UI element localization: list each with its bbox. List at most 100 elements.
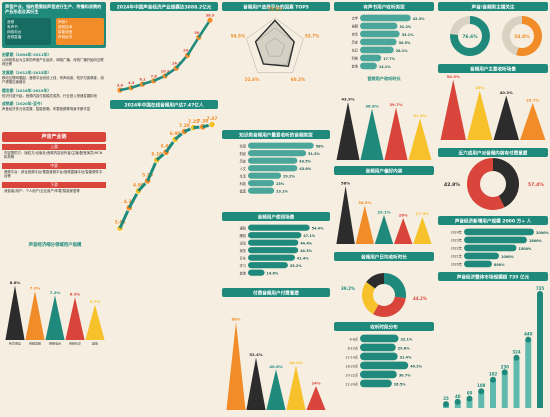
users-value: 4.90 [133,182,144,188]
market-point [454,398,461,405]
hbar3-label: 玄幻 [352,48,358,53]
radar-ring [246,17,304,73]
spikes4-spike [393,218,413,244]
hbar2-bar [248,262,288,269]
hbar3-label: 科普 [352,56,359,61]
hbar1-bar [248,157,298,164]
market-value: 182 [489,372,498,377]
donut3-value: 39.2% [341,286,355,291]
spikes4-title: 音频用户偏好内容 [366,167,403,174]
hbar1-label: 情感 [240,143,247,148]
hbar2-label: 运动 [240,240,246,245]
segment-label: 有声阅读 [9,341,21,346]
hbar4-bar [360,361,409,370]
spikes2-value: 44.4% [289,360,302,365]
donut3-slice [362,282,379,315]
market-value: 25 [443,396,449,401]
hbar2-bar [248,224,310,231]
market-point [490,376,496,383]
hbar4-bar [360,379,392,388]
hbar2-value: 47.1% [303,234,315,238]
hbar1-value: 29.2% [283,174,295,178]
hbar2-label: 睡前 [240,233,247,238]
hbar1-label: 人文 [240,166,247,171]
growth-title: 声音经济新增用户规模 2000 万+ 人 [454,217,532,224]
segment-value: 5.7% [90,299,101,304]
market-value: 40 [455,394,461,399]
pay-right: 57.4% [528,182,544,188]
hbar3-bar [360,46,394,54]
hbar1-label: 科技 [240,181,247,186]
hbar1-value: 23.1% [276,189,288,193]
market-value: 324 [512,350,521,355]
chain-tag: 中游 [2,162,106,169]
spikes2-spike [246,357,266,410]
spikes2-value: 24% [311,381,320,386]
growth-label: 2020年 [451,262,463,267]
segment-spike [45,295,65,340]
hbar3-bar [360,62,377,70]
spikes2-spike [226,322,246,410]
hbar3-label: 历史 [352,40,359,45]
hbar2-label: 其他 [240,270,247,275]
donut1-title: 声音/音频类主播关注 [470,3,514,10]
spikes4-spike [336,186,355,244]
hbar3-bar [360,54,382,62]
intro-banner: 声音产业，指的是围绕声音进行生产、传播和消费的产业形态及其衍生 音频 有声书 网… [2,2,106,48]
hbar2-value: 41.4% [297,256,309,260]
hbar1-title: 知识类音频用户最爱收听的音频类型 [239,131,313,138]
donut1b-slice [516,16,542,56]
chain-item: 中游 音频平台：综合音频平台/垂直音频平台/音频直播平台/智能硬件平台等 [2,162,106,180]
milestone-text: 声音经济多元化发展，智能音箱、车载音频等场景不断丰富 [2,107,91,112]
revenue-value: 7.8 [151,74,158,78]
growth-label: 2024年 [451,230,463,235]
spikes2-spike [286,365,306,410]
hbar1-value: 51.3% [308,152,320,156]
users-value: 7.38 [197,118,208,124]
milestone-text: 以网络电台为主体的声音产业起步，网络广播、传统广播开始向互联网迁移 [2,58,104,67]
users-value: 4.25 [124,199,135,205]
scene-value: 45% [475,85,484,90]
hbar2-bar [248,247,299,254]
spikes4-spike [374,214,394,244]
market-bar [466,398,473,408]
hbar3-label: 其他 [352,64,359,69]
spikes4-value: 27.3% [416,211,429,216]
scene-spike [467,90,493,140]
spikes2-spike [266,369,286,410]
donut3-value: 44.2% [413,296,427,301]
scene-title-bg [438,64,548,73]
milestone-text: 知识付费兴起，音频内容付费模式成熟，行业进入快速发展阶段 [2,93,97,98]
spikes2-spike [306,386,326,410]
hbar2-value: 35.2% [290,264,302,268]
market-value: 735 [536,286,545,291]
hbar2-value: 54.4% [312,226,324,230]
market-bar [490,379,496,408]
spikes2-title: 付费音频用户付费意愿 [253,289,299,296]
segment-value: 6.9% [70,292,81,297]
donut1b-slice [501,16,522,56]
hbar2-title-bg [222,212,330,221]
market-point [478,388,485,395]
spikes2-title-bg [222,288,330,297]
segment-value: 8.8% [10,280,21,285]
revenue-chart-title-bg [110,2,218,11]
donut3-slice [373,296,406,317]
milestone: 成熟期（2020年-至今） 声音经济多元化发展，智能音箱、车载音频等场景不断丰富 [2,101,106,111]
hbar3-value: 42.3% [413,17,425,21]
segment-label: 音频社交 [69,341,81,346]
chain-tag: 下游 [2,181,106,188]
radar-value: 54.5% [231,33,246,38]
users-chart-title-bg [110,100,218,109]
spikes2-value: 40.6% [269,364,282,369]
hbar4-label: 20-22点 [346,372,359,377]
milestone-text: 移动互联网崛起，音频平台纷纷上线，有声阅读、知识付费萌芽，用户规模迅速增长 [2,75,104,85]
spikes4-value: 58% [341,181,350,186]
banner-left-item: 音频直播 [7,35,22,39]
market-title: 声音经济整体市场规模超 735 亿元 [456,273,530,280]
radar-area [254,19,295,68]
revenue-value: 6.1 [139,78,146,82]
users-line-segment [146,159,159,182]
hbar4-bar [360,334,399,343]
